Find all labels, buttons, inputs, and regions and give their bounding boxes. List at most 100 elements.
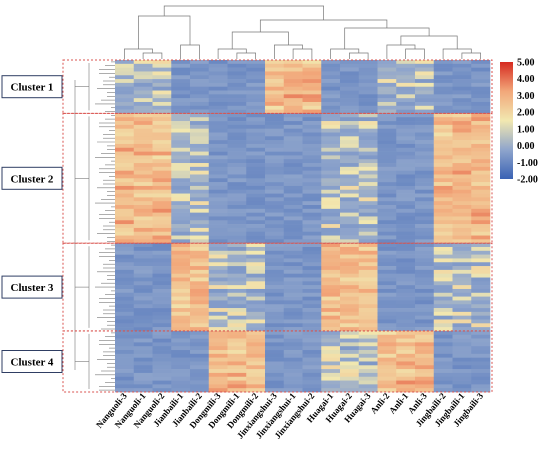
heatmap-cell bbox=[246, 277, 266, 282]
heatmap-cell bbox=[283, 380, 303, 385]
heatmap-cell bbox=[433, 155, 453, 160]
heatmap-cell bbox=[190, 372, 210, 378]
heatmap-cell bbox=[190, 288, 210, 294]
heatmap-cell bbox=[227, 308, 247, 313]
heatmap-cell bbox=[246, 155, 266, 160]
heatmap-cell bbox=[171, 266, 191, 271]
heatmap-cell bbox=[265, 163, 285, 168]
heatmap-cell bbox=[340, 105, 360, 110]
heatmap-cell bbox=[396, 311, 416, 316]
heatmap-cell bbox=[115, 140, 135, 145]
heatmap-cell bbox=[208, 143, 228, 149]
heatmap-cell bbox=[246, 166, 266, 171]
heatmap-cell bbox=[265, 151, 285, 156]
heatmap-cell bbox=[171, 205, 191, 210]
heatmap-cell bbox=[115, 315, 135, 320]
heatmap-cell bbox=[246, 235, 266, 240]
heatmap-cell bbox=[340, 163, 360, 168]
heatmap-cell bbox=[190, 342, 210, 347]
heatmap-cell bbox=[133, 193, 153, 198]
heatmap-cell bbox=[227, 105, 247, 110]
heatmap-cell bbox=[433, 231, 453, 236]
heatmap-cell bbox=[358, 79, 378, 84]
heatmap-cell bbox=[152, 159, 172, 164]
heatmap-cell bbox=[321, 128, 341, 133]
heatmap-cell bbox=[265, 67, 285, 72]
heatmap-cell bbox=[433, 185, 453, 191]
heatmap-cell bbox=[246, 109, 266, 114]
heatmap-cell bbox=[340, 315, 360, 320]
heatmap-cell bbox=[133, 71, 153, 76]
heatmap-cell bbox=[265, 239, 285, 244]
heatmap-cell bbox=[246, 246, 266, 252]
heatmap-cell bbox=[190, 63, 210, 68]
heatmap-cell bbox=[227, 121, 247, 126]
heatmap-cell bbox=[340, 132, 360, 137]
heatmap-cell bbox=[377, 300, 397, 305]
heatmap-cell bbox=[302, 143, 322, 149]
heatmap-cell bbox=[171, 239, 191, 244]
heatmap-cell bbox=[433, 124, 453, 129]
heatmap-cell bbox=[433, 273, 453, 278]
heatmap-cell bbox=[265, 246, 285, 252]
heatmap-cell bbox=[302, 334, 322, 339]
heatmap-cell bbox=[208, 239, 228, 244]
heatmap-cell bbox=[415, 353, 435, 358]
heatmap-cell bbox=[321, 365, 341, 370]
heatmap-cell bbox=[396, 189, 416, 194]
heatmap-cell bbox=[265, 369, 285, 374]
heatmap-cell bbox=[471, 121, 491, 126]
heatmap-cell bbox=[340, 231, 360, 236]
heatmap-cell bbox=[190, 90, 210, 95]
heatmap-cell bbox=[321, 357, 341, 362]
heatmap-cell bbox=[208, 357, 228, 362]
heatmap-cell bbox=[321, 189, 341, 194]
heatmap-cell bbox=[265, 288, 285, 294]
heatmap-cell bbox=[415, 315, 435, 320]
heatmap-cell bbox=[358, 269, 378, 275]
heatmap-cell bbox=[452, 315, 472, 320]
heatmap-cell bbox=[471, 376, 491, 381]
heatmap-cell bbox=[152, 155, 172, 160]
heatmap-cell bbox=[321, 117, 341, 122]
heatmap-cell bbox=[265, 189, 285, 194]
heatmap-cell bbox=[396, 266, 416, 271]
heatmap-cell bbox=[302, 380, 322, 385]
heatmap-cell bbox=[283, 216, 303, 221]
colorbar-tick-label: 0.00 bbox=[517, 141, 535, 152]
heatmap-cell bbox=[115, 388, 135, 393]
heatmap-cell bbox=[321, 327, 341, 332]
heatmap-cell bbox=[152, 369, 172, 374]
heatmap-cell bbox=[433, 117, 453, 122]
heatmap-cell bbox=[396, 197, 416, 202]
heatmap-cell bbox=[358, 67, 378, 72]
cluster-label: Cluster 2 bbox=[11, 173, 54, 185]
heatmap-cell bbox=[415, 292, 435, 297]
heatmap-cell bbox=[115, 288, 135, 294]
heatmap-cell bbox=[302, 75, 322, 80]
heatmap-cell bbox=[452, 323, 472, 328]
heatmap-cell bbox=[433, 75, 453, 80]
heatmap-cell bbox=[321, 71, 341, 76]
heatmap-cell bbox=[115, 143, 135, 149]
heatmap-cell bbox=[208, 205, 228, 210]
heatmap-cell bbox=[415, 132, 435, 137]
heatmap-cell bbox=[208, 372, 228, 378]
heatmap-cell bbox=[227, 136, 247, 141]
heatmap-cell bbox=[302, 281, 322, 286]
heatmap-cell bbox=[265, 330, 285, 336]
heatmap-cell bbox=[190, 113, 210, 118]
heatmap-cell bbox=[452, 262, 472, 267]
heatmap-cell bbox=[471, 342, 491, 347]
heatmap-cell bbox=[321, 205, 341, 210]
heatmap-cell bbox=[302, 311, 322, 316]
heatmap-cell bbox=[265, 63, 285, 68]
heatmap-cell bbox=[133, 288, 153, 294]
heatmap-cell bbox=[415, 258, 435, 263]
heatmap-cell bbox=[471, 365, 491, 370]
heatmap-cell bbox=[302, 319, 322, 324]
heatmap-cell bbox=[452, 105, 472, 110]
heatmap-cell bbox=[133, 159, 153, 164]
heatmap-cell bbox=[246, 197, 266, 202]
heatmap-cell bbox=[227, 250, 247, 255]
